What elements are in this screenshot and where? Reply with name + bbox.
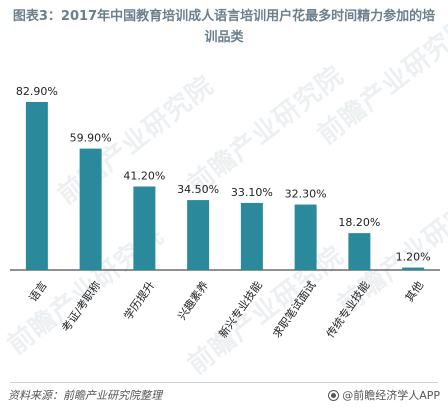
bar-2 [133,186,156,270]
data-label-1: 59.90% [70,132,112,145]
data-label-4: 33.10% [231,186,273,199]
brand-logo-icon [328,389,340,401]
category-label-1: 考证/考职称 [58,278,103,334]
bar-1 [79,148,102,270]
data-label-3: 34.50% [177,183,219,196]
bar-6 [348,233,371,270]
data-label-7: 1.20% [396,251,431,264]
bar-4 [240,202,263,270]
category-label-6: 传统专业技能 [323,278,372,340]
bar-0 [25,102,48,270]
source-note: 资料来源：前瞻产业研究院整理 [8,389,162,402]
data-label-6: 18.20% [338,216,380,229]
category-label-3: 兴趣素养 [174,278,211,322]
data-label-5: 32.30% [285,188,327,201]
data-label-0: 82.90% [16,85,58,98]
brand-credit: @前瞻经济学人APP [328,387,440,403]
bar-5 [294,204,317,270]
category-label-4: 新兴专业技能 [216,278,265,340]
category-label-2: 学历提升 [121,278,158,322]
bar-7 [402,267,425,270]
brand-text: @前瞻经济学人APP [342,389,440,402]
footer-divider [10,382,438,383]
data-label-2: 41.20% [123,170,165,183]
chart-title: 图表3：2017年中国教育培训成人语言培训用户花最多时间精力参加的培训品类 [12,9,436,45]
category-label-0: 语言 [27,279,50,304]
bar-chart: 82.90% 语言 59.90% 考证/考职称 41.20% 学历提升 34.50% 兴趣素养… [10,85,440,340]
bar-3 [187,200,210,270]
category-label-5: 求职笔试面试 [269,278,318,340]
category-label-7: 其他 [403,279,426,304]
